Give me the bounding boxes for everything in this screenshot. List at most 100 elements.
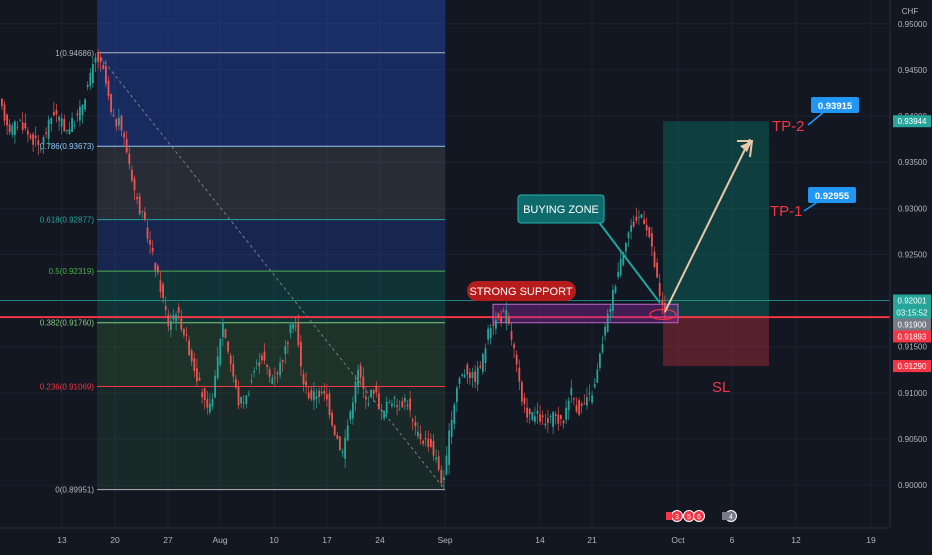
candle-body [307,392,310,398]
candle-body [40,148,42,150]
candle-body [328,393,331,416]
candle-body [237,386,240,406]
price-tag [893,318,931,331]
candle-body [198,377,201,381]
candle-body [419,433,422,440]
y-tick-label: 0.90500 [898,435,927,444]
candle-body [469,372,471,379]
candle-body [281,360,284,363]
candle-body [115,119,118,127]
candle-body [263,351,266,361]
candle-body [227,341,229,352]
x-tick-label: 19 [866,535,876,545]
candle-body [47,119,50,139]
profit-zone[interactable] [663,121,769,318]
candle-body [393,397,396,399]
candle-body [279,362,281,376]
candle-body [315,396,318,399]
candle-body [123,133,125,138]
tp1-badge[interactable] [808,187,856,203]
fib-level-label: 1(0.94686) [55,49,94,58]
candle-body [136,196,138,200]
event-marker-count: 4 [729,514,733,521]
candle-body [627,232,630,238]
x-tick-label: Oct [671,535,685,545]
candle-body [448,430,450,465]
candle-body [453,404,456,424]
candle-body [294,326,297,327]
candle-body [107,80,110,97]
x-tick-label: 6 [730,535,735,545]
candle-body [523,397,526,405]
price-axis[interactable] [890,0,932,550]
x-tick-label: 24 [375,535,385,545]
candle-body [216,356,219,379]
candle-body [172,314,175,320]
candle-body [157,265,159,273]
fib-level-label: 0(0.89951) [55,486,94,495]
candle-body [349,411,352,420]
candle-body [424,438,427,440]
tp2-pointer [807,110,826,126]
candle-body [336,434,339,440]
candle-body [333,425,336,436]
candle-body [58,116,60,121]
candle-body [86,85,89,88]
candle-body [42,137,45,145]
candle-body [372,390,375,394]
candle-body [125,138,128,153]
candle-body [206,399,209,408]
candle-body [138,196,141,214]
y-tick-label: 0.94500 [898,66,927,75]
tp1-label: TP-1 [770,203,803,220]
candle-body [188,340,190,355]
candle-body [284,346,287,355]
candle-body [170,320,172,330]
candle-body [287,342,289,345]
candle-body [456,387,458,403]
projection-arrow[interactable] [664,138,751,313]
buying-zone-pointer [597,220,661,304]
event-marker-icon[interactable] [693,510,705,522]
price-tag-text: 03:15:52 [896,308,928,317]
candle-body [630,225,632,232]
buying-zone-callout[interactable] [517,194,605,224]
candle-body [45,132,47,134]
candle-body [222,322,224,337]
candle-body [635,216,638,221]
candle-body [508,316,510,324]
tp2-badge[interactable] [811,97,859,113]
candle-body [344,437,346,459]
candle-body [154,262,157,271]
candle-body [21,122,24,130]
candle-body [414,421,417,427]
candle-body [300,341,302,367]
arrow-head-icon [740,141,752,152]
x-tick-label: 10 [269,535,279,545]
candle-body [146,227,149,239]
candle-body [534,416,536,422]
candle-body [578,400,580,415]
time-axis[interactable] [0,528,932,550]
strong-support-callout[interactable] [467,281,576,301]
candle-body [427,438,430,448]
candle-body [245,395,248,405]
candle-body [383,410,385,419]
fib-level-label: 0.618(0.92877) [40,216,95,225]
candle-body [437,456,440,470]
price-tag [893,306,931,319]
candle-body [466,364,469,375]
candle-body [575,405,578,412]
y-tick-label: 0.90000 [898,481,927,490]
candle-body [484,348,487,364]
support-zone-box[interactable] [492,303,679,324]
y-tick-label: 0.93000 [898,204,927,213]
candle-body [570,388,573,396]
candle-body [19,119,21,121]
stop-zone[interactable] [663,317,769,367]
candle-body [661,299,664,305]
candle-body [326,394,328,400]
candle-body [102,64,105,70]
candle-body [34,135,37,139]
